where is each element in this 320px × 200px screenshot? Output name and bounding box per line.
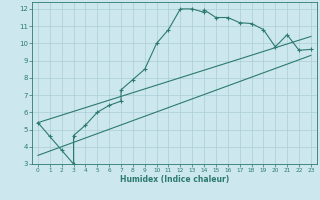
X-axis label: Humidex (Indice chaleur): Humidex (Indice chaleur) [120,175,229,184]
